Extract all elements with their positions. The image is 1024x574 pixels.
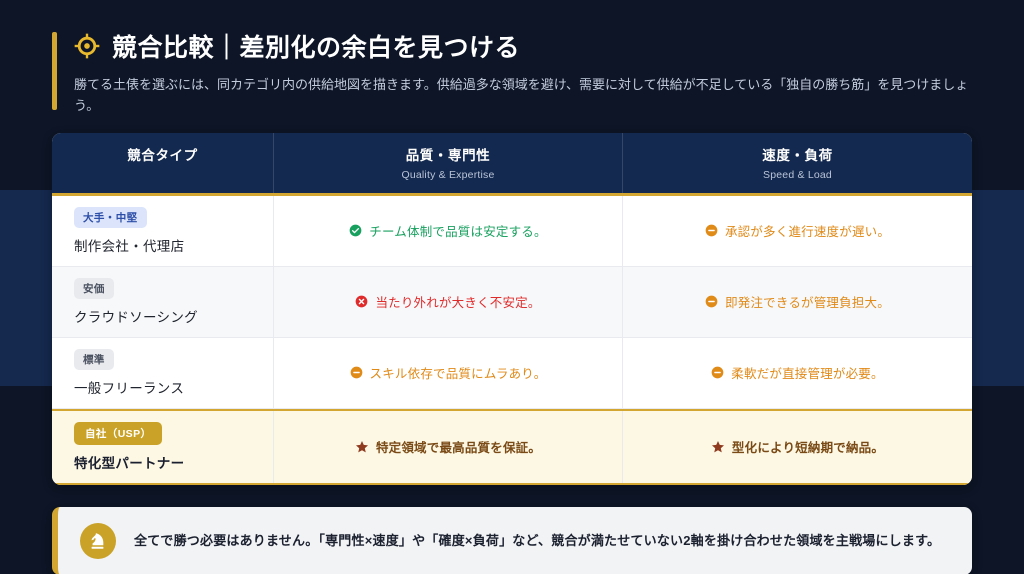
- crosshair-icon: [74, 33, 100, 59]
- speed-text: 柔軟だが直接管理が必要。: [731, 367, 884, 382]
- callout-text: 全てで勝つ必要はありません。「専門性×速度」や「確度×負荷」など、競合が満たせて…: [134, 533, 941, 549]
- row-speed-cell: 型化により短納期で納品。: [623, 411, 972, 483]
- column-header-quality-en: Quality & Expertise: [401, 168, 495, 181]
- speed-value: 型化により短納期で納品。: [711, 437, 884, 456]
- speed-text: 型化により短納期で納品。: [731, 441, 885, 456]
- row-type-cell: 標準 一般フリーランス: [52, 337, 274, 408]
- quality-text: スキル依存で品質にムラあり。: [369, 367, 547, 382]
- row-quality-cell: チーム体制で品質は安定する。: [274, 195, 623, 266]
- row-type-name: クラウドソーシング: [74, 309, 198, 325]
- speed-value: 柔軟だが直接管理が必要。: [711, 363, 884, 382]
- column-header-quality-jp: 品質・専門性: [405, 147, 491, 163]
- column-header-speed-en: Speed & Load: [763, 168, 832, 181]
- comparison-table: 競合タイプ 品質・専門性 Quality & Expertise 速度・負荷 S…: [52, 132, 972, 485]
- speed-text: 承認が多く進行速度が遅い。: [724, 225, 891, 240]
- title-row: 競合比較｜差別化の余白を見つける: [74, 28, 972, 64]
- column-header-quality: 品質・専門性 Quality & Expertise: [274, 132, 623, 193]
- column-header-speed-jp: 速度・負荷: [762, 147, 833, 163]
- row-quality-cell: 当たり外れが大きく不安定。: [274, 266, 623, 337]
- quality-value: 当たり外れが大きく不安定。: [355, 292, 540, 311]
- star-icon: [711, 440, 724, 453]
- row-badge: 標準: [74, 348, 114, 370]
- minus-circle-icon: [350, 366, 362, 379]
- x-circle-icon: [356, 295, 368, 308]
- page-subtitle: 勝てる土俵を選ぶには、同カテゴリ内の供給地図を描きます。供給過多な領域を避け、需…: [74, 77, 969, 114]
- star-icon: [355, 440, 368, 453]
- quality-value: スキル依存で品質にムラあり。: [350, 363, 547, 382]
- check-circle-icon: [349, 224, 362, 237]
- row-speed-cell: 柔軟だが直接管理が必要。: [623, 338, 972, 408]
- minus-circle-icon: [705, 224, 718, 237]
- row-quality-cell: スキル依存で品質にムラあり。: [274, 337, 623, 408]
- table-row: 標準 一般フリーランス スキル依存で品質にムラあり。: [52, 337, 972, 409]
- row-type-name: 制作会社・代理店: [74, 238, 185, 254]
- page-title: 競合比較｜差別化の余白を見つける: [112, 34, 521, 62]
- minus-circle-icon: [705, 295, 718, 308]
- row-type-cell: 自社（USP） 特化型パートナー: [52, 410, 274, 483]
- quality-text: 特定領域で最高品質を保証。: [375, 441, 542, 456]
- quality-text: チーム体制で品質は安定する。: [369, 225, 547, 240]
- quality-value: チーム体制で品質は安定する。: [349, 221, 547, 240]
- table-row: 安価 クラウドソーシング 当たり外れが大きく不安定。: [52, 266, 972, 338]
- row-badge-usp: 自社（USP）: [74, 421, 163, 445]
- callout-box: 全てで勝つ必要はありません。「専門性×速度」や「確度×負荷」など、競合が満たせて…: [52, 506, 972, 574]
- row-type-cell: 大手・中堅 制作会社・代理店: [52, 195, 274, 266]
- quality-text: 当たり外れが大きく不安定。: [375, 296, 541, 311]
- chess-knight-icon: [91, 532, 104, 549]
- column-header-type-jp: 競合タイプ: [127, 147, 198, 163]
- page-header: 競合比較｜差別化の余白を見つける 勝てる土俵を選ぶには、同カテゴリ内の供給地図を…: [52, 28, 972, 117]
- row-badge: 安価: [74, 277, 114, 299]
- speed-value: 即発注できるが管理負担大。: [705, 292, 890, 311]
- row-badge: 大手・中堅: [74, 206, 147, 228]
- row-type-name: 一般フリーランス: [74, 380, 185, 396]
- row-speed-cell: 承認が多く進行速度が遅い。: [623, 196, 972, 266]
- header-accent-bar: [52, 32, 57, 110]
- column-header-speed: 速度・負荷 Speed & Load: [623, 133, 972, 193]
- callout-icon-badge: [80, 522, 116, 559]
- row-type-name: 特化型パートナー: [74, 455, 185, 471]
- column-header-type: 競合タイプ: [52, 132, 274, 193]
- quality-value: 特定領域で最高品質を保証。: [355, 437, 541, 456]
- row-speed-cell: 即発注できるが管理負担大。: [623, 267, 972, 337]
- minus-circle-icon: [711, 366, 724, 379]
- row-quality-cell: 特定領域で最高品質を保証。: [274, 410, 623, 483]
- table-row: 大手・中堅 制作会社・代理店 チーム体制で品質は安定する。: [52, 195, 972, 267]
- table-row-highlighted: 自社（USP） 特化型パートナー 特定領域で最高品質を保証。 型化により短納期で…: [52, 408, 972, 485]
- table-header-row: 競合タイプ 品質・専門性 Quality & Expertise 速度・負荷 S…: [52, 132, 972, 196]
- speed-text: 即発注できるが管理負担大。: [725, 296, 890, 311]
- speed-value: 承認が多く進行速度が遅い。: [705, 221, 890, 240]
- row-type-cell: 安価 クラウドソーシング: [52, 266, 274, 337]
